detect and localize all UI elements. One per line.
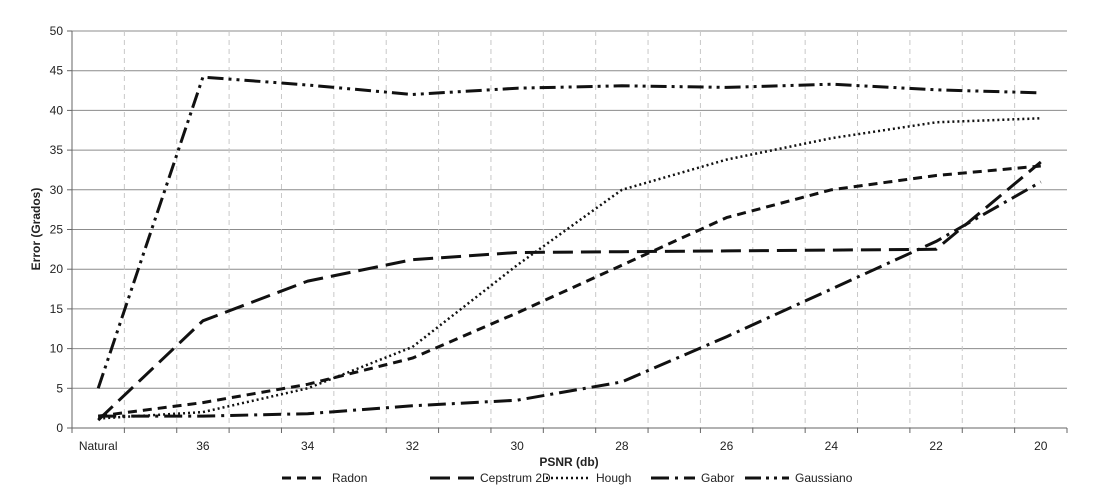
x-tick-label: 36 — [196, 439, 210, 453]
x-tick-label: Natural — [79, 439, 118, 453]
legend-label-radon: Radon — [332, 471, 367, 485]
y-tick-label: 25 — [50, 223, 64, 237]
y-tick-label: 30 — [50, 183, 64, 197]
x-tick-label: 22 — [929, 439, 943, 453]
x-tick-label: 32 — [406, 439, 420, 453]
x-tick-label: 30 — [510, 439, 524, 453]
y-tick-label: 15 — [50, 302, 64, 316]
y-tick-label: 20 — [50, 262, 64, 276]
y-tick-label: 0 — [56, 421, 63, 435]
x-tick-label: 28 — [615, 439, 629, 453]
y-axis-title: Error (Grados) — [29, 188, 43, 271]
y-tick-label: 35 — [50, 143, 64, 157]
x-tick-label: 26 — [720, 439, 734, 453]
series-line-hough — [98, 117, 1041, 420]
x-tick-label: 20 — [1034, 439, 1048, 453]
x-tick-label: 34 — [301, 439, 315, 453]
tick-labels: 0 5 10 15 20 25 30 35 40 45 50 Natural 36 34 32 30 28 26 2… — [50, 24, 1048, 453]
grid — [72, 30, 1067, 428]
legend: Radon Cepstrum 2D Hough Gabor Gaussiano — [282, 471, 853, 485]
x-tick-label: 24 — [825, 439, 839, 453]
y-tick-label: 5 — [56, 381, 63, 395]
y-tick-label: 40 — [50, 103, 64, 117]
x-axis-title: PSNR (db) — [539, 455, 598, 469]
series-line-gabor — [98, 180, 1042, 418]
axes — [67, 30, 1068, 433]
y-tick-label: 10 — [50, 342, 64, 356]
legend-label-gabor: Gabor — [701, 471, 734, 485]
y-tick-label: 45 — [50, 64, 64, 78]
y-tick-label: 50 — [50, 24, 64, 38]
series-lines — [96, 75, 1042, 422]
legend-label-cepstrum-2d: Cepstrum 2D — [480, 471, 551, 485]
series-line-cepstrum-2d — [97, 160, 1042, 422]
series-line-radon — [98, 164, 1041, 418]
legend-label-gaussiano: Gaussiano — [795, 471, 853, 485]
series-line-gaussiano — [96, 75, 1041, 389]
legend-label-hough: Hough — [596, 471, 631, 485]
